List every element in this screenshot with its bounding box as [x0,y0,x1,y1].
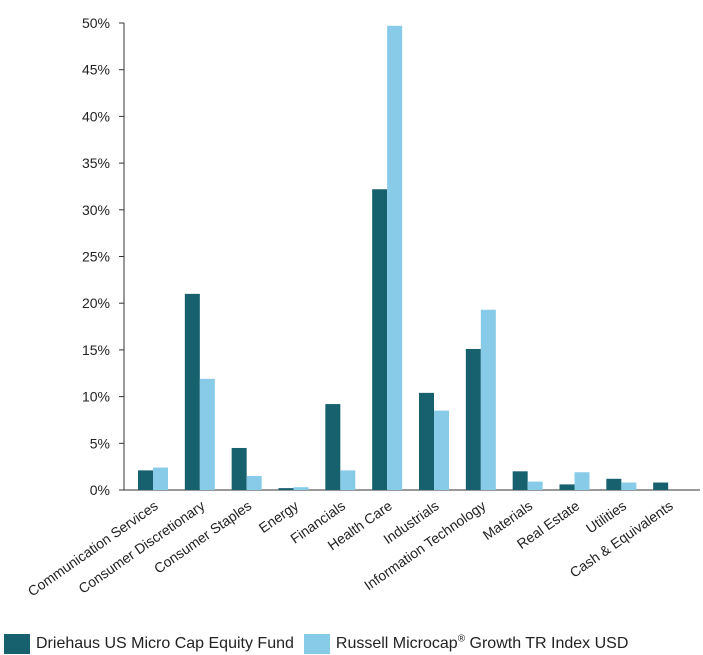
y-tick-label: 45% [82,62,110,78]
legend-item-fund: Driehaus US Micro Cap Equity Fund [4,634,294,654]
bar-fund [653,482,669,490]
y-tick-label: 10% [82,389,110,405]
bar-fund [465,348,481,490]
legend-label-index: Russell Microcap® Growth TR Index USD [335,633,629,652]
bar-index [153,467,168,490]
y-tick-label: 0% [90,482,110,498]
bar-index [387,25,403,490]
y-tick-label: 5% [90,435,110,451]
y-tick-label: 20% [82,295,110,311]
bars [138,25,669,490]
bar-index [527,481,543,490]
y-tick-label: 35% [82,155,110,171]
bar-index [246,475,262,490]
bar-index [480,309,496,490]
legend-label-fund: Driehaus US Micro Cap Equity Fund [36,635,294,652]
bar-index [199,378,215,490]
bar-index [340,470,356,490]
bar-fund [278,488,294,490]
bar-fund [184,293,200,490]
y-tick-label: 30% [82,202,110,218]
legend-swatch-fund [4,634,30,654]
bar-index [293,487,309,490]
bar-fund [372,189,388,490]
legend: Driehaus US Micro Cap Equity Fund Russel… [4,633,638,655]
bar-fund [419,392,434,490]
y-tick-label: 25% [82,249,110,265]
bar-fund [512,471,528,490]
bar-fund [231,447,247,490]
sector-allocation-chart: 0% 5% 10% 15% 20% 25% 30% 35% 40% 45% 50% Communic… [25,15,700,599]
bar-fund [559,484,575,490]
bar-fund [606,478,622,490]
legend-swatch-index [303,634,330,654]
bar-index [621,482,637,490]
y-tick-label: 50% [82,15,110,31]
y-tick-label: 15% [82,342,110,358]
bar-index [434,410,449,490]
legend-item-index: Russell Microcap® Growth TR Index USD [303,633,629,654]
bar-fund [325,404,341,490]
bar-index [574,472,590,490]
y-tick-label: 40% [82,108,110,124]
y-axis: 0% 5% 10% 15% 20% 25% 30% 35% 40% 45% 50% [82,15,125,498]
bar-fund [138,470,153,490]
